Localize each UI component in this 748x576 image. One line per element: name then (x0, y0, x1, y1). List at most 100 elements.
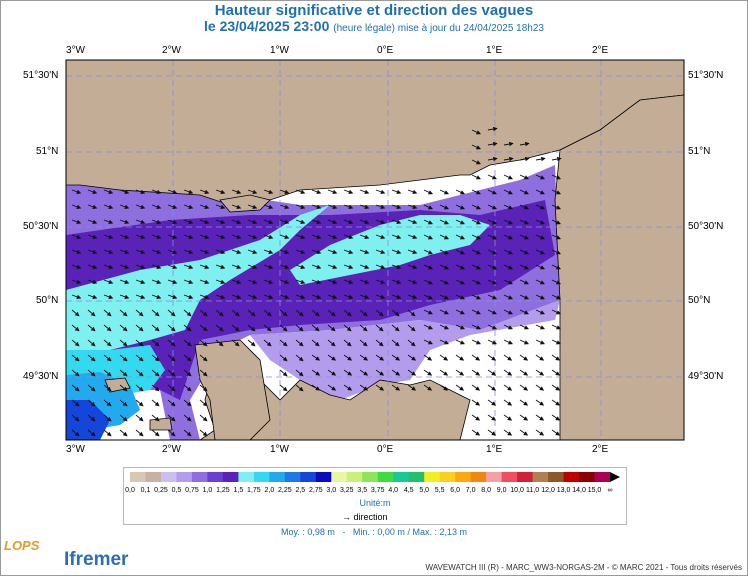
lon-label-bottom-1e: 1°E (486, 444, 503, 455)
direction-arrow (167, 399, 176, 407)
direction-arrow (199, 294, 210, 299)
direction-arrow (471, 189, 481, 195)
direction-arrow (311, 264, 322, 269)
direction-arrow (343, 384, 353, 391)
direction-arrow (87, 324, 96, 332)
direction-arrow (439, 204, 449, 210)
lops-logo: LOPS (4, 538, 40, 553)
direction-arrow (183, 399, 192, 407)
legend-swatch (470, 472, 487, 482)
direction-arrow (503, 354, 513, 361)
direction-arrow (183, 234, 194, 239)
direction-arrow (535, 309, 545, 315)
direction-arrow (519, 204, 529, 210)
direction-arrow (167, 264, 178, 269)
direction-arrow (535, 264, 545, 270)
direction-arrow (295, 339, 304, 347)
direction-arrow (343, 309, 352, 317)
direction-arrow (71, 264, 82, 269)
direction-arrow (519, 429, 529, 436)
direction-arrow (247, 234, 258, 239)
direction-arrow (455, 189, 465, 195)
direction-arrow (503, 414, 513, 421)
direction-arrow (535, 204, 545, 210)
direction-arrow (455, 234, 465, 240)
legend-swatch (331, 472, 348, 482)
direction-arrow (551, 414, 561, 421)
direction-arrow (215, 234, 226, 239)
direction-arrow (263, 264, 274, 269)
legend-swatch (579, 472, 596, 482)
direction-arrow (119, 249, 130, 254)
direction-arrow (215, 294, 226, 299)
legend-swatch (315, 472, 332, 482)
direction-arrow (439, 339, 449, 345)
direction-arrow (439, 309, 449, 315)
direction-arrow (151, 204, 162, 209)
direction-arrow (359, 324, 368, 332)
direction-arrow (423, 279, 433, 285)
legend-swatch (130, 472, 146, 482)
direction-arrow (231, 204, 242, 209)
legend-unit: Unité:m (359, 498, 391, 508)
direction-arrow (151, 354, 160, 362)
direction-arrow (455, 309, 465, 315)
legend-swatch (377, 472, 394, 482)
direction-arrow (215, 204, 226, 209)
direction-arrow (295, 369, 304, 377)
legend-tick-label: ∞ (608, 487, 613, 494)
direction-arrow (231, 189, 242, 194)
direction-arrow (551, 384, 561, 391)
direction-arrow (167, 189, 178, 194)
direction-arrow (167, 219, 178, 224)
direction-arrow (471, 144, 481, 150)
direction-arrow (551, 189, 561, 195)
direction-arrow (439, 249, 449, 255)
lon-label-top-1e: 1°E (486, 45, 503, 56)
direction-arrow (183, 204, 194, 209)
direction-arrow (519, 249, 529, 255)
direction-arrow (391, 354, 401, 361)
direction-arrow (359, 294, 370, 299)
legend-swatch (160, 472, 177, 482)
direction-arrow (423, 324, 433, 330)
direction-arrow (199, 279, 210, 284)
direction-arrow (87, 264, 98, 269)
direction-arrow (263, 234, 274, 239)
direction-arrow (551, 324, 561, 330)
direction-arrow (471, 384, 481, 391)
direction-arrow (279, 369, 288, 377)
direction-arrow (407, 234, 418, 239)
legend-swatch (439, 472, 456, 482)
direction-arrow (119, 204, 130, 209)
direction-arrow (343, 219, 354, 224)
direction-arrow (519, 189, 529, 195)
direction-arrow (199, 369, 208, 377)
direction-arrow (503, 339, 513, 345)
direction-arrow (167, 354, 176, 362)
direction-arrow (535, 174, 545, 180)
direction-arrow (503, 156, 514, 162)
direction-arrow (103, 369, 112, 377)
direction-arrow (375, 264, 386, 269)
direction-arrow (487, 294, 497, 300)
lat-label-right-51-30: 51°30'N (688, 70, 724, 81)
legend-colorbar: 0,0 0,1 0,25 0,5 0,75 1,0 1,25 1,5 1,75 2,0 2,25 2,… (125, 472, 620, 494)
direction-arrow (551, 219, 561, 225)
direction-arrow (279, 294, 290, 299)
direction-arrow (519, 141, 530, 147)
direction-arrow (151, 309, 160, 317)
direction-arrow (247, 309, 256, 317)
direction-arrow (119, 294, 130, 299)
direction-arrow (215, 264, 226, 269)
direction-arrow (71, 279, 82, 284)
legend-tick-label: 5,5 (435, 487, 445, 494)
direction-arrow (103, 309, 112, 317)
direction-arrow (231, 324, 240, 332)
direction-arrow (87, 249, 98, 254)
direction-arrow (439, 264, 449, 270)
direction-arrow (391, 189, 402, 194)
direction-arrow (375, 354, 385, 361)
direction-arrow (551, 204, 561, 210)
